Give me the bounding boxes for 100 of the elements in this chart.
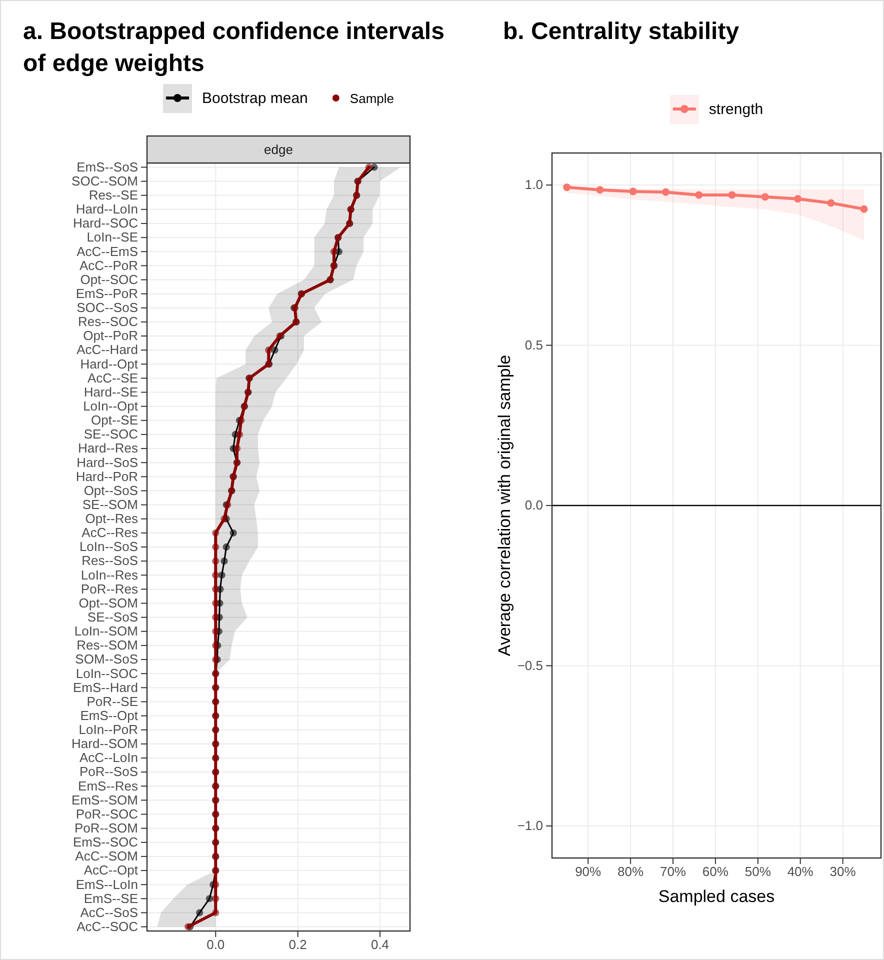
y-tick-label: LoIn--SE	[86, 230, 138, 245]
y-tick-label: AcC--SOM	[75, 848, 138, 864]
x-tick-label: 30%	[830, 864, 856, 880]
y-tick-label: Opt--SoS	[84, 482, 138, 498]
y-tick-label: Opt--Res	[85, 511, 138, 526]
y-tick-label: EmS--LoIn	[76, 876, 138, 892]
point	[212, 543, 220, 551]
y-tick-label: LoIn--SoS	[79, 539, 138, 554]
point	[196, 909, 204, 916]
point	[212, 895, 220, 902]
point	[206, 895, 214, 902]
y-tick-label: EmS--SoS	[76, 159, 138, 174]
point	[220, 558, 228, 565]
point	[212, 586, 220, 593]
point	[860, 205, 868, 213]
point	[794, 195, 802, 203]
y-tick-label: LoIn--Res	[80, 567, 138, 582]
y-tick-label: AcC--SE	[87, 370, 138, 386]
y-tick-label: EmS--Opt	[80, 708, 138, 723]
x-tick-label: 70%	[660, 864, 686, 880]
y-tick-label: AcC--PoR	[79, 258, 138, 273]
y-tick-label: Opt--SOM	[78, 595, 138, 610]
point	[212, 614, 220, 621]
x-tick-label: 60%	[702, 864, 729, 880]
point	[629, 188, 637, 196]
x-tick-label: 80%	[618, 864, 644, 880]
y-tick-label: LoIn--SOM	[74, 624, 138, 639]
y-tick-label: PoR--SOM	[74, 820, 138, 836]
point	[233, 444, 241, 452]
point	[563, 184, 571, 192]
chart-subtitle: edge	[264, 142, 293, 157]
y-tick-label: AcC--Res	[82, 525, 138, 540]
y-tick-label: Res--SoS	[82, 553, 138, 568]
y-tick-label: −0.5	[517, 658, 543, 673]
y-tick-label: SE--SOC	[84, 426, 138, 442]
y-tick-label: PoR--SoS	[79, 764, 138, 780]
legend-label: Sample	[350, 91, 394, 106]
y-tick-label: EmS--Res	[78, 778, 138, 794]
point	[236, 430, 244, 438]
x-tick-label: 90%	[575, 864, 602, 880]
y-tick-label: Hard--Opt	[80, 356, 138, 372]
y-tick-label: Hard--PoR	[76, 468, 138, 484]
y-tick-label: PoR--SOC	[76, 806, 138, 822]
y-tick-label: AcC--Hard	[76, 342, 138, 358]
y-tick-label: SOC--SOM	[72, 173, 138, 188]
y-tick-label: Res--SE	[88, 188, 138, 203]
y-tick-label: Opt--SOC	[80, 272, 138, 287]
point	[222, 543, 230, 551]
chart-title: a. Bootstrapped confidence intervals of edge weights	[23, 18, 444, 77]
y-tick-label: SE--SOM	[82, 496, 138, 512]
point	[827, 199, 835, 207]
y-tick-label: Res--SOM	[76, 638, 138, 653]
y-tick-label: AcC--LoIn	[79, 750, 138, 766]
x-axis-title: Sampled cases	[658, 887, 775, 906]
x-tick-label: 0.0	[206, 937, 225, 952]
y-tick-label: Opt--SE	[91, 412, 138, 428]
y-tick-label: Res--SOC	[78, 314, 138, 330]
y-tick-label: 0.0	[524, 498, 543, 513]
y-tick-label: Hard--SOC	[72, 216, 138, 231]
point	[662, 188, 670, 196]
y-tick-label: EmS--PoR	[76, 286, 138, 301]
x-tick-label: 0.2	[288, 937, 307, 952]
point	[212, 600, 220, 607]
point	[212, 572, 220, 579]
point	[230, 529, 237, 536]
y-tick-label: SE--SoS	[87, 609, 138, 624]
y-tick-label: LoIn--SOC	[76, 666, 138, 681]
y-tick-label: Hard--SOM	[72, 736, 138, 752]
chart-title: b. Centrality stability	[503, 18, 740, 45]
y-tick-label: Hard--SoS	[76, 454, 138, 470]
point	[330, 248, 338, 256]
x-tick-label: 40%	[787, 864, 814, 880]
y-tick-label: EmS--SOC	[73, 834, 138, 850]
y-tick-label: 0.5	[524, 337, 543, 352]
y-tick-label: 1.0	[524, 177, 543, 192]
y-tick-label: EmS--SE	[84, 890, 138, 906]
y-tick-label: Hard--LoIn	[76, 202, 138, 217]
y-tick-label: PoR--SE	[86, 694, 138, 709]
point	[265, 346, 272, 354]
y-tick-label: LoIn--Opt	[83, 398, 138, 414]
y-tick-label: SOM--SoS	[75, 652, 138, 667]
point	[596, 186, 604, 194]
legend-label: Bootstrap mean	[202, 90, 308, 107]
point	[365, 164, 372, 171]
x-tick-label: 50%	[744, 864, 772, 880]
y-tick-label: PoR--Res	[80, 581, 138, 596]
y-tick-label: Hard--SE	[84, 384, 138, 400]
y-tick-label: AcC--SoS	[80, 904, 138, 920]
point	[218, 572, 226, 579]
y-tick-label: EmS--SOM	[72, 792, 138, 808]
legend-label: strength	[708, 101, 764, 118]
y-tick-label: AcC--SOC	[76, 918, 138, 934]
point	[212, 558, 220, 565]
point	[212, 909, 220, 916]
point	[695, 191, 703, 199]
y-tick-label: SOC--SoS	[76, 300, 138, 316]
point	[761, 193, 769, 201]
point	[212, 529, 220, 536]
x-tick-label: 0.4	[370, 937, 390, 952]
y-axis-title: Average correlation with original sample	[495, 354, 514, 656]
